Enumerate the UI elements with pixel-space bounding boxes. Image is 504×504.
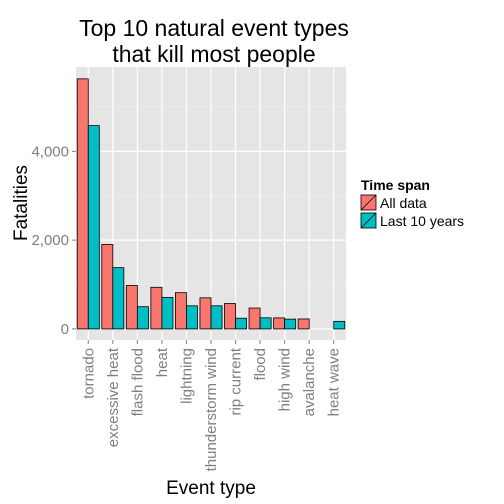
x-axis: tornado excessive heat flash flood heat ligh… (80, 340, 343, 471)
x-tick-label: excessive heat (105, 347, 122, 447)
bars (76, 78, 346, 330)
legend-key-all-data (360, 194, 377, 211)
bar-last-10-years-heat (161, 296, 174, 330)
bar-all-data-lightning (175, 292, 187, 330)
chart-title-line-1: Top 10 natural event types (79, 15, 349, 41)
bar-all-data-rip-current (224, 303, 236, 330)
bar-last-10-years-tornado (87, 125, 100, 330)
x-tick-label: heat (154, 347, 171, 377)
x-tick-label: high wind (277, 348, 294, 411)
x-tick-label: flash flood (129, 348, 146, 416)
y-tick-label: 4,000 (31, 143, 69, 160)
bar-last-10-years-rip-current (235, 317, 247, 330)
legend-label-all-data: All data (380, 195, 427, 211)
legend-label-last-10-years: Last 10 years (380, 213, 464, 229)
x-axis-title: Event type (166, 478, 256, 499)
bar-last-10-years-flash-flood (136, 306, 149, 330)
x-tick-label: rip current (228, 347, 245, 415)
x-tick-label: thunderstorm wind (203, 348, 220, 471)
bar-all-data-avalanche (297, 318, 310, 330)
bar-all-data-tornado (76, 78, 89, 330)
y-tick-label: 0 (61, 321, 69, 338)
legend: Time span All data Last 10 years (360, 177, 464, 229)
x-tick-label: flood (252, 348, 269, 381)
bar-last-10-years-excessive-heat (112, 267, 125, 330)
bar-all-data-high-wind (273, 317, 286, 330)
bar-all-data-flash-flood (125, 285, 138, 330)
x-tick-label: avalanche (301, 348, 318, 416)
y-tick-label: 2,000 (31, 232, 69, 249)
legend-key-last-10-years (360, 212, 377, 229)
x-tick-label: lightning (178, 348, 195, 404)
chart-title-line-2: that kill most people (112, 41, 315, 67)
x-tick-label: tornado (80, 348, 97, 399)
bar-last-10-years-high-wind (284, 318, 297, 330)
bar-last-10-years-flood (259, 317, 272, 330)
bar-last-10-years-heat-wave (333, 320, 346, 330)
bar-last-10-years-thunderstorm-wind (210, 305, 223, 330)
x-tick-label: heat wave (326, 348, 343, 416)
y-axis-title: Fatalities (11, 165, 32, 241)
y-axis: 0 2,000 4,000 (31, 143, 76, 338)
bar-all-data-flood (248, 307, 261, 330)
bar-all-data-excessive-heat (101, 244, 114, 330)
bar-all-data-heat (150, 286, 163, 330)
bar-last-10-years-lightning (186, 305, 198, 330)
bar-all-data-thunderstorm-wind (199, 297, 212, 330)
legend-title: Time span (361, 177, 430, 193)
